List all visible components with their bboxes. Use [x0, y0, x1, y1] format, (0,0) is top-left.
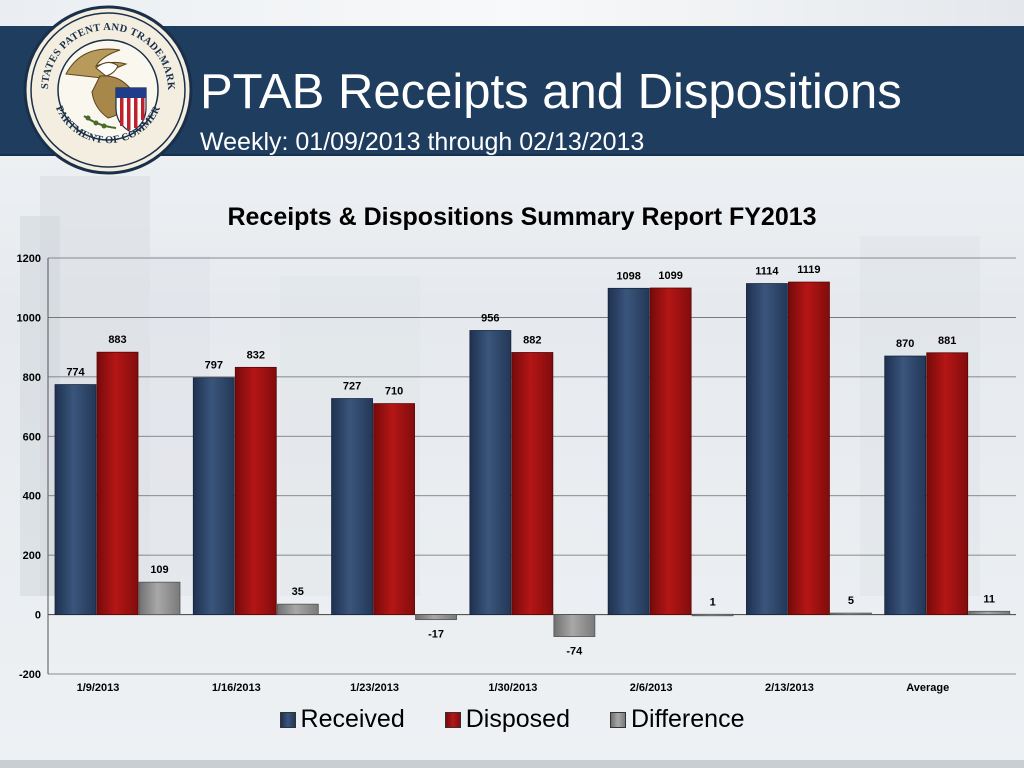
uspto-seal-icon: UNITED STATES PATENT AND TRADEMARK OFFIC…	[22, 4, 193, 175]
legend-item-difference: Difference	[609, 705, 745, 734]
legend-swatch-received	[279, 711, 296, 728]
data-label-difference: 11	[983, 593, 995, 605]
top-strip	[0, 0, 1024, 26]
data-label-disposed: 881	[938, 335, 956, 347]
bar-received	[192, 377, 235, 615]
slide-title: PTAB Receipts and Dispositions	[200, 65, 902, 119]
bar-difference	[415, 614, 457, 621]
data-label-received: 727	[343, 381, 361, 393]
bar-disposed	[926, 352, 969, 615]
legend-item-disposed: Disposed	[444, 705, 570, 734]
y-tick-label: 200	[23, 550, 41, 562]
y-tick-label: 800	[23, 372, 41, 384]
bar-difference	[138, 581, 181, 615]
bar-disposed	[96, 351, 139, 615]
bar-chart: -200 0 200 400 600 800 1000 1200 774 883 109 1/9/20…	[17, 253, 1016, 694]
x-tick-label: 2/13/2013	[765, 682, 814, 694]
legend-item-received: Received	[279, 705, 405, 734]
legend-swatch-difference	[609, 711, 626, 728]
data-label-received: 797	[205, 360, 223, 372]
bar-difference	[968, 610, 1011, 615]
bar-disposed	[649, 287, 692, 615]
bar-difference	[691, 613, 734, 617]
bar-difference	[276, 603, 319, 615]
chart-title: Receipts & Dispositions Summary Report F…	[227, 203, 817, 231]
data-label-disposed: 710	[385, 386, 403, 398]
data-label-difference: -74	[566, 646, 583, 658]
y-tick-label: 1000	[17, 312, 41, 324]
data-label-received: 956	[481, 313, 499, 325]
bar-received	[54, 384, 97, 615]
bottom-strip	[0, 760, 1024, 768]
data-label-difference: 35	[292, 586, 304, 598]
data-label-received: 1114	[755, 266, 779, 278]
legend-label-difference: Difference	[630, 705, 745, 733]
bar-received	[331, 398, 373, 615]
x-tick-label: 2/6/2013	[630, 682, 673, 694]
x-tick-label: 1/30/2013	[488, 682, 537, 694]
bar-received	[746, 283, 788, 615]
y-tick-label: 1200	[17, 253, 41, 265]
bar-disposed	[373, 403, 415, 615]
data-label-disposed: 832	[247, 349, 265, 361]
bar-received	[884, 355, 927, 615]
legend-swatch-disposed	[444, 711, 461, 728]
data-label-difference: 5	[848, 595, 854, 607]
data-label-difference: -17	[428, 629, 444, 641]
x-tick-label: Average	[906, 682, 949, 694]
y-tick-label: 400	[23, 491, 41, 503]
y-tick-label: -200	[19, 669, 41, 681]
bar-received	[469, 330, 512, 615]
x-tick-label: 1/23/2013	[350, 682, 399, 694]
data-label-difference: 1	[710, 596, 716, 608]
bar-difference	[553, 614, 596, 637]
data-label-received: 870	[896, 338, 914, 350]
chart-legend: Received Disposed Difference	[0, 705, 1024, 734]
data-label-disposed: 882	[523, 334, 541, 346]
data-label-disposed: 883	[108, 334, 126, 346]
bar-received	[607, 287, 650, 615]
slide-subtitle: Weekly: 01/09/2013 through 02/13/2013	[200, 128, 645, 156]
legend-label-disposed: Disposed	[465, 705, 570, 733]
bar-disposed	[511, 352, 554, 615]
data-label-difference: 109	[150, 564, 168, 576]
x-tick-label: 1/16/2013	[212, 682, 261, 694]
data-label-disposed: 1099	[658, 270, 682, 282]
x-tick-label: 1/9/2013	[77, 682, 120, 694]
bar-disposed	[234, 366, 277, 615]
data-label-disposed: 1119	[797, 264, 820, 276]
bar-difference	[830, 612, 872, 615]
data-label-received: 774	[66, 367, 85, 379]
legend-label-received: Received	[300, 705, 405, 733]
y-tick-label: 600	[23, 431, 41, 443]
y-tick-label: 0	[35, 610, 41, 622]
data-label-received: 1098	[616, 270, 640, 282]
bar-disposed	[788, 281, 830, 615]
